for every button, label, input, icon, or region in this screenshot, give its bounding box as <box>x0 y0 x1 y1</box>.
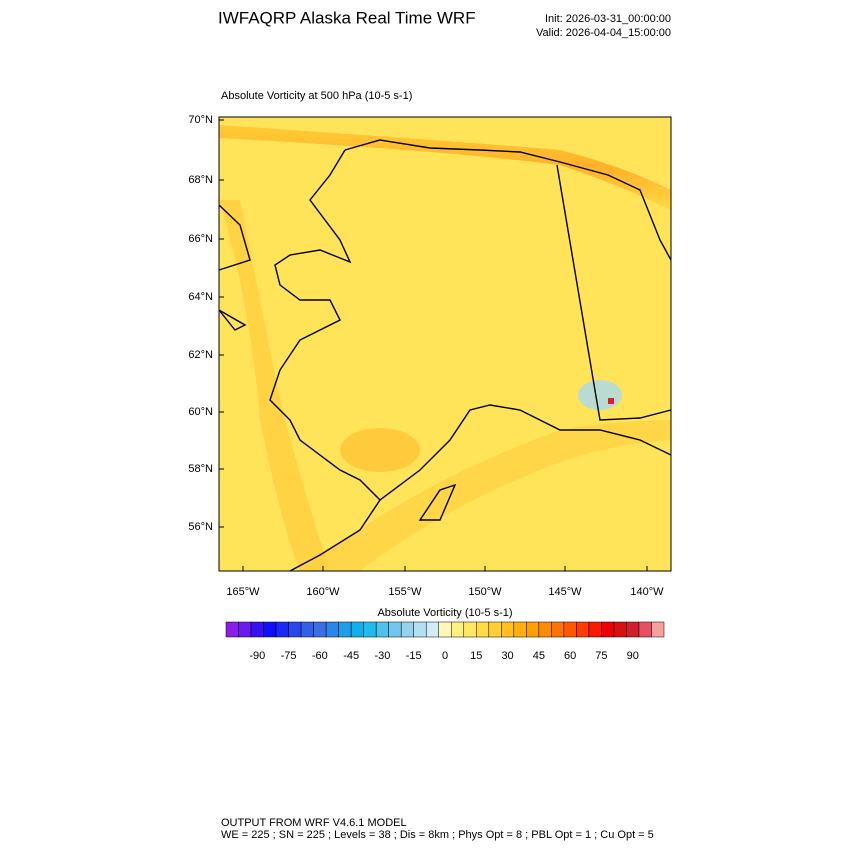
colorbar-tick-label: 60 <box>564 650 576 662</box>
colorbar-box <box>400 621 414 638</box>
lat-label: 58°N <box>188 463 213 475</box>
colorbar-box <box>425 621 439 638</box>
colorbar-box <box>488 621 502 638</box>
valid-time: Valid: 2026-04-04_15:00:00 <box>536 27 671 39</box>
colorbar-box <box>438 621 452 638</box>
colorbar-box <box>526 621 540 638</box>
lat-label: 64°N <box>188 291 213 303</box>
colorbar-tick-label: -15 <box>406 650 422 662</box>
colorbar-box <box>538 621 552 638</box>
colorbar-box <box>576 621 590 638</box>
init-time: Init: 2026-03-31_00:00:00 <box>545 13 671 25</box>
colorbar-box <box>463 621 477 638</box>
colorbar-tick-label: 90 <box>627 650 639 662</box>
colorbar-box <box>250 621 264 638</box>
field-blob <box>340 428 420 472</box>
lat-label: 66°N <box>188 233 213 245</box>
colorbar-tick-label: 15 <box>470 650 482 662</box>
colorbar-box <box>588 621 602 638</box>
colorbar-box <box>451 621 465 638</box>
coastline <box>218 139 672 572</box>
colorbar-box <box>601 621 615 638</box>
colorbar-box <box>638 621 652 638</box>
colorbar-tick-label: 0 <box>442 650 448 662</box>
lon-label: 150°W <box>468 586 502 598</box>
lon-label: 160°W <box>306 586 340 598</box>
title: IWFAQRP Alaska Real Time WRF <box>218 8 476 27</box>
colorbar-box <box>501 621 515 638</box>
lon-label: 165°W <box>226 586 260 598</box>
colorbar-box <box>413 621 427 638</box>
field-band <box>300 420 671 571</box>
colorbar-box <box>388 621 402 638</box>
lat-label: 62°N <box>188 349 213 361</box>
colorbar-box <box>325 621 339 638</box>
colorbar-box <box>313 621 327 638</box>
colorbar-box <box>551 621 565 638</box>
colorbar-box <box>225 621 239 638</box>
colorbar-box <box>238 621 252 638</box>
colorbar-box <box>275 621 289 638</box>
colorbar-box <box>300 621 314 638</box>
colorbar-box <box>626 621 640 638</box>
map <box>218 116 672 572</box>
colorbar-tick-label: -45 <box>343 650 359 662</box>
colorbar-box <box>263 621 277 638</box>
colorbar-box <box>613 621 627 638</box>
footer-line: WE = 225 ; SN = 225 ; Levels = 38 ; Dis … <box>221 829 654 841</box>
colorbar-tick-label: -30 <box>374 650 390 662</box>
colorbar-tick-label: -75 <box>281 650 297 662</box>
colorbar-tick-label: 75 <box>595 650 607 662</box>
lat-label: 70°N <box>188 114 213 126</box>
lat-label: 68°N <box>188 174 213 186</box>
lon-label: 145°W <box>548 586 582 598</box>
colorbar-tick-label: 30 <box>501 650 513 662</box>
colorbar-box <box>651 621 665 638</box>
colorbar-box <box>363 621 377 638</box>
footer-line: OUTPUT FROM WRF V4.6.1 MODEL <box>221 817 407 829</box>
colorbar-box <box>375 621 389 638</box>
field-blob <box>608 398 614 404</box>
lon-label: 140°W <box>630 586 664 598</box>
map-frame <box>218 116 672 572</box>
colorbar-tick-label: -60 <box>312 650 328 662</box>
lat-label: 60°N <box>188 406 213 418</box>
colorbar-box <box>563 621 577 638</box>
colorbar-box <box>476 621 490 638</box>
colorbar-title: Absolute Vorticity (10-5 s-1) <box>377 607 512 619</box>
colorbar-tick-label: 45 <box>533 650 545 662</box>
colorbar-box <box>288 621 302 638</box>
colorbar-box <box>338 621 352 638</box>
field-blob <box>578 380 622 410</box>
lon-label: 155°W <box>388 586 422 598</box>
colorbar-box <box>513 621 527 638</box>
map-title: Absolute Vorticity at 500 hPa (10-5 s-1) <box>221 90 412 102</box>
colorbar-box <box>350 621 364 638</box>
colorbar-tick-label: -90 <box>249 650 265 662</box>
lat-label: 56°N <box>188 521 213 533</box>
